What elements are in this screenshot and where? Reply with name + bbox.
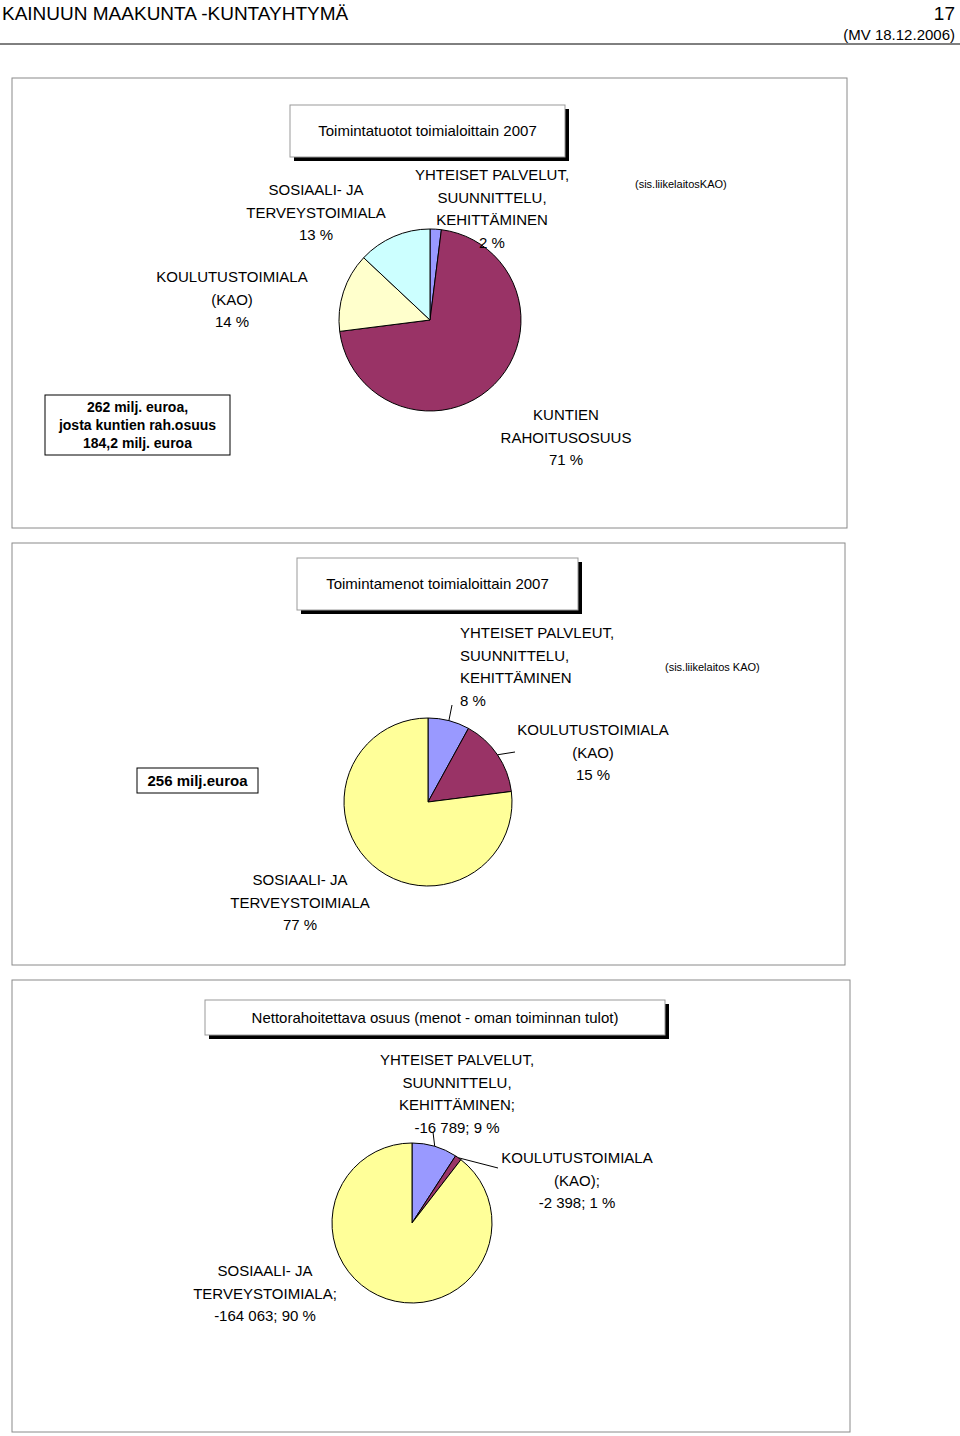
- slice-label-line: KEHITTÄMINEN: [460, 669, 572, 686]
- slice-label: KUNTIEN RAHOITUSOSUUS: [501, 406, 632, 446]
- total-box-line: 256 milj.euroa: [147, 772, 248, 789]
- total-box-text: 262 milj. euroa, josta kuntien rah.osuus 1…: [58, 399, 216, 451]
- leader-line: [458, 1158, 498, 1168]
- slices: [339, 229, 521, 411]
- pie-panel: Nettorahoitettava osuus (menot - oman to…: [12, 980, 850, 1432]
- chart-title: Toimintatuotot toimialoittain 2007: [318, 122, 536, 139]
- total-box: [137, 768, 258, 793]
- slice-label-line: (KAO): [211, 291, 253, 308]
- pie-panel: Toimintatuotot toimialoittain 2007 (sis.l…: [12, 78, 847, 528]
- slice-label-line: SOSIAALI- JA: [217, 1262, 312, 1279]
- panel-frame: [12, 543, 845, 965]
- slice-label: YHTEISET PALVELUT, SUUNNITTELU, KEHITTÄMIN…: [380, 1051, 534, 1113]
- total-box-line: josta kuntien rah.osuus: [58, 417, 216, 433]
- slice-label-line: (KAO): [572, 744, 614, 761]
- chart-title: Toimintamenot toimialoittain 2007: [326, 575, 549, 592]
- slice-label: YHTEISET PALVLEUT, SUUNNITTELU, KEHITTÄMIN…: [460, 624, 614, 686]
- header-rule: [0, 44, 960, 45]
- header-date: (MV 18.12.2006): [843, 26, 955, 43]
- slice-label: KOULUTUSTOIMIALA (KAO): [517, 721, 668, 761]
- slice-label-line: TERVEYSTOIMIALA: [230, 894, 370, 911]
- leader-line: [433, 1132, 435, 1146]
- total-box-line: 262 milj. euroa,: [87, 399, 188, 415]
- slice-label-line: KUNTIEN: [533, 406, 599, 423]
- slice-label-line: YHTEISET PALVELUT,: [415, 166, 569, 183]
- leader-line: [497, 752, 515, 755]
- data-label: 2 %: [479, 234, 505, 251]
- slice-label-line: SOSIAALI- JA: [268, 181, 363, 198]
- page-number: 17: [934, 3, 955, 24]
- slice-label-line: KOULUTUSTOIMIALA: [501, 1149, 652, 1166]
- slices: [332, 1143, 492, 1303]
- slice-label-line: TERVEYSTOIMIALA: [246, 204, 386, 221]
- total-box-line: 184,2 milj. euroa: [83, 435, 192, 451]
- note: (sis.liikelaitosKAO): [635, 178, 727, 190]
- pie-slice: [332, 1143, 492, 1303]
- canvas: KAINUUN MAAKUNTA -KUNTAYHTYMÄ 17 (MV 18.12…: [0, 0, 960, 1436]
- slice-label-line: KOULUTUSTOIMIALA: [517, 721, 668, 738]
- leader-line: [449, 705, 452, 721]
- slice-label-line: KEHITTÄMINEN;: [399, 1096, 515, 1113]
- pie-slice: [364, 229, 430, 320]
- slice-label-line: KOULUTUSTOIMIALA: [156, 268, 307, 285]
- header-title: KAINUUN MAAKUNTA -KUNTAYHTYMÄ: [2, 3, 349, 24]
- slice-label-line: RAHOITUSOSUUS: [501, 429, 632, 446]
- data-label: 77 %: [283, 916, 317, 933]
- page: KAINUUN MAAKUNTA -KUNTAYHTYMÄ 17 (MV 18.12…: [0, 0, 960, 1436]
- slice-label: SOSIAALI- JA TERVEYSTOIMIALA: [246, 181, 386, 221]
- slice-label-line: TERVEYSTOIMIALA;: [193, 1285, 337, 1302]
- slice-label: KOULUTUSTOIMIALA (KAO);: [501, 1149, 652, 1189]
- data-label: -164 063; 90 %: [214, 1307, 316, 1324]
- title-box: [205, 1000, 665, 1035]
- slice-label: KOULUTUSTOIMIALA (KAO): [156, 268, 307, 308]
- slice-label-line: YHTEISET PALVLEUT,: [460, 624, 614, 641]
- slice-label: SOSIAALI- JA TERVEYSTOIMIALA;: [193, 1262, 337, 1302]
- slice-label: SOSIAALI- JA TERVEYSTOIMIALA: [230, 871, 370, 911]
- slice-label: YHTEISET PALVELUT, SUUNNITTELU, KEHITTÄMIN…: [415, 166, 569, 228]
- pie-slice: [344, 718, 512, 886]
- data-label: 8 %: [460, 692, 486, 709]
- pie-panel: Toimintamenot toimialoittain 2007 (sis.li…: [12, 543, 845, 965]
- panel-frame: [12, 980, 850, 1432]
- data-label: -16 789; 9 %: [414, 1119, 499, 1136]
- slice-label-line: (KAO);: [554, 1172, 600, 1189]
- slice-label-line: SUUNNITTELU,: [437, 189, 546, 206]
- pie-slice: [340, 230, 521, 411]
- data-label: 71 %: [549, 451, 583, 468]
- slice-label-line: SUUNNITTELU,: [402, 1074, 511, 1091]
- data-label: 15 %: [576, 766, 610, 783]
- title-box: [297, 558, 578, 610]
- slice-label-line: YHTEISET PALVELUT,: [380, 1051, 534, 1068]
- panel-frame: [12, 78, 847, 528]
- total-box-text: 256 milj.euroa: [147, 772, 248, 789]
- pie-slice: [428, 728, 511, 802]
- slices: [344, 718, 512, 886]
- slice-label-line: KEHITTÄMINEN: [436, 211, 548, 228]
- title-box: [290, 105, 565, 157]
- note: (sis.liikelaitos KAO): [665, 661, 760, 673]
- slice-label-line: SOSIAALI- JA: [252, 871, 347, 888]
- chart-title: Nettorahoitettava osuus (menot - oman to…: [252, 1009, 619, 1026]
- data-label: 14 %: [215, 313, 249, 330]
- data-label: 13 %: [299, 226, 333, 243]
- slice-label-line: SUUNNITTELU,: [460, 647, 569, 664]
- total-box: [45, 395, 230, 455]
- data-label: -2 398; 1 %: [539, 1194, 616, 1211]
